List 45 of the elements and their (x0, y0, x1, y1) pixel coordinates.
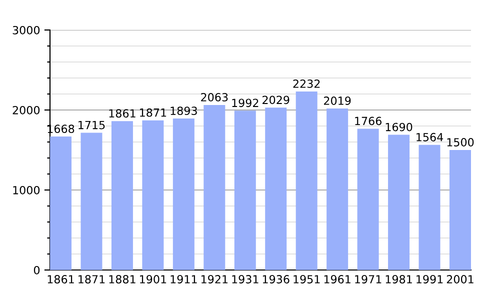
x-tick-label: 1961 (324, 275, 350, 284)
x-tick-label: 1871 (78, 275, 105, 284)
x-tick-label: 1936 (262, 275, 290, 284)
bar (80, 132, 102, 270)
data-label: 1992 (232, 98, 258, 108)
bar (296, 91, 318, 270)
data-label: 1715 (78, 121, 105, 130)
x-tick-label: 1991 (416, 275, 443, 284)
bar (50, 136, 72, 270)
bar (111, 121, 133, 270)
x-tick-label: 1861 (48, 275, 74, 284)
y-tick-label: 1000 (13, 186, 40, 194)
data-label: 1861 (109, 109, 136, 118)
x-tick-label: 1921 (201, 275, 228, 284)
data-label: 2019 (324, 96, 351, 105)
x-tick-label: 1901 (140, 275, 166, 284)
y-tick-label: 2000 (12, 106, 40, 114)
bar (357, 128, 379, 270)
data-label: 2232 (293, 79, 320, 88)
bar (142, 120, 164, 270)
bar (326, 108, 348, 270)
data-label: 1500 (447, 138, 474, 146)
data-label: 1690 (386, 122, 412, 132)
data-label: 2029 (262, 96, 290, 104)
y-tick-label: 0 (34, 266, 40, 274)
data-label: 2063 (201, 93, 228, 102)
bar (172, 118, 194, 270)
x-tick-label: 1911 (170, 275, 197, 284)
x-tick-label: 2001 (446, 275, 474, 284)
x-tick-label: 1951 (294, 275, 320, 284)
bar (449, 150, 471, 270)
bar (418, 144, 440, 270)
x-tick-label: 1971 (355, 275, 382, 284)
bar (234, 110, 256, 270)
bar (265, 108, 287, 270)
data-label: 1564 (416, 132, 444, 142)
bar (388, 134, 410, 270)
data-label: 1766 (355, 116, 382, 126)
x-tick-label: 1981 (386, 275, 412, 284)
data-label: 1893 (170, 106, 197, 116)
x-tick-label: 1931 (232, 275, 258, 284)
x-tick-label: 1881 (109, 275, 136, 284)
y-tick-label: 3000 (12, 26, 40, 34)
data-label: 1871 (140, 108, 166, 117)
bar (204, 104, 226, 270)
